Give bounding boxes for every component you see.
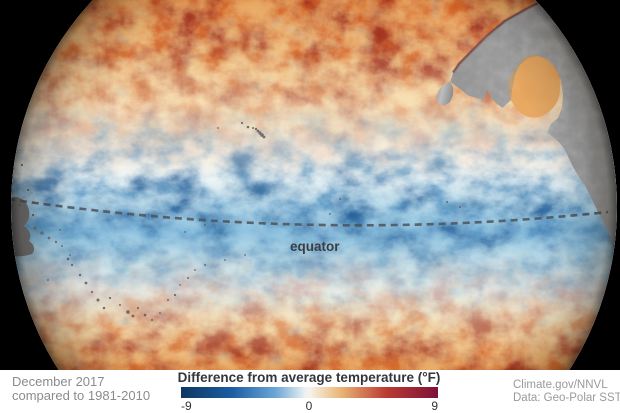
svg-text:compared to 1981-2010: compared to 1981-2010 bbox=[12, 388, 150, 403]
svg-text:9: 9 bbox=[431, 399, 438, 413]
svg-text:Difference from average temper: Difference from average temperature (°F) bbox=[178, 370, 441, 385]
svg-text:Climate.gov/NNVL: Climate.gov/NNVL bbox=[513, 379, 608, 391]
svg-text:0: 0 bbox=[306, 399, 313, 413]
svg-text:December 2017: December 2017 bbox=[12, 374, 105, 389]
svg-text:-9: -9 bbox=[181, 399, 192, 413]
svg-text:Data: Geo-Polar SST: Data: Geo-Polar SST bbox=[513, 392, 620, 404]
svg-text:equator: equator bbox=[290, 239, 340, 254]
